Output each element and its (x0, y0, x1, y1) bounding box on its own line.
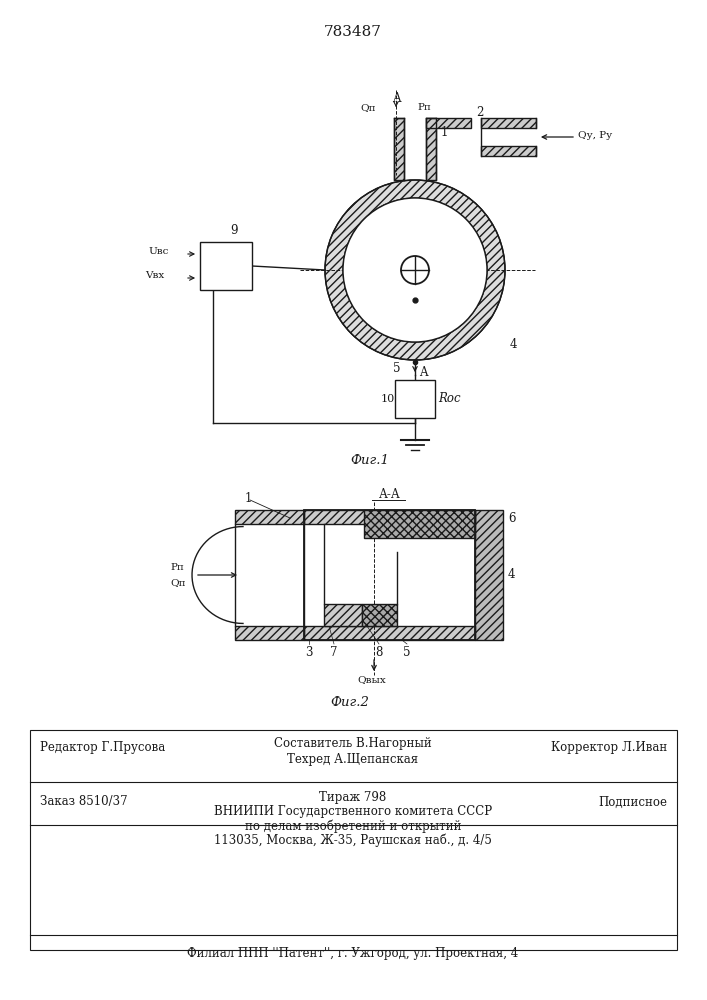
Circle shape (401, 256, 429, 284)
Text: 113035, Москва, Ж-35, Раушская наб., д. 4/5: 113035, Москва, Ж-35, Раушская наб., д. … (214, 833, 492, 847)
Text: 8: 8 (375, 646, 382, 658)
Text: 4: 4 (508, 568, 515, 582)
Bar (481, 146, 536, 156)
Bar (426, 118, 471, 128)
Text: Pп: Pп (417, 104, 431, 112)
Text: Qу, Pу: Qу, Pу (578, 130, 612, 139)
Bar (324, 604, 362, 626)
Bar (200, 242, 252, 290)
Text: Тираж 798: Тираж 798 (320, 790, 387, 804)
Text: Qвых: Qвых (358, 676, 386, 684)
Text: Составитель В.Нагорный: Составитель В.Нагорный (274, 736, 432, 750)
Text: 783487: 783487 (324, 25, 382, 39)
Text: Техред А.Щепанская: Техред А.Щепанская (288, 754, 419, 766)
Text: Qп: Qп (361, 104, 376, 112)
Text: 7: 7 (405, 308, 412, 322)
Text: 9: 9 (230, 224, 238, 236)
Text: Rос: Rос (438, 392, 461, 406)
Bar (362, 604, 397, 626)
Bar (235, 626, 304, 640)
Text: 4: 4 (510, 338, 518, 352)
Text: Редактор Г.Прусова: Редактор Г.Прусова (40, 742, 165, 754)
Text: 6: 6 (508, 512, 515, 524)
Bar (304, 510, 475, 524)
Bar (30, 730, 677, 950)
Text: Заказ 8510/37: Заказ 8510/37 (40, 796, 128, 808)
Bar (475, 510, 503, 640)
Text: 2: 2 (476, 106, 484, 119)
Text: >: > (218, 257, 233, 275)
Bar (394, 118, 404, 180)
Text: ВНИИПИ Государственного комитета СССР: ВНИИПИ Государственного комитета СССР (214, 806, 492, 818)
Text: Подписное: Подписное (598, 796, 667, 808)
Text: Фиг.2: Фиг.2 (331, 696, 370, 708)
Text: A: A (419, 365, 428, 378)
Text: A: A (392, 92, 400, 104)
Text: Фиг.1: Фиг.1 (351, 454, 390, 466)
Bar (235, 510, 304, 524)
Text: Pп: Pп (170, 562, 184, 572)
Text: 1: 1 (245, 491, 252, 504)
Text: Vвх: Vвх (145, 271, 164, 280)
Circle shape (343, 198, 487, 342)
Text: по делам изобретений и открытий: по делам изобретений и открытий (245, 819, 461, 833)
Bar (304, 510, 475, 640)
Text: Uвс: Uвс (148, 247, 168, 256)
Text: 5: 5 (393, 361, 400, 374)
Text: 3: 3 (305, 646, 312, 658)
Text: Qп: Qп (170, 578, 185, 587)
Wedge shape (325, 180, 505, 360)
Bar (304, 626, 475, 640)
Text: 7: 7 (330, 646, 338, 658)
Text: 1: 1 (441, 126, 448, 139)
Text: 5: 5 (403, 646, 411, 658)
Text: Корректор Л.Иван: Корректор Л.Иван (551, 742, 667, 754)
Text: 10: 10 (381, 394, 395, 404)
Bar (426, 118, 436, 180)
Text: 8: 8 (395, 278, 402, 292)
Bar (481, 118, 536, 128)
Bar (395, 380, 435, 418)
Text: А-А: А-А (379, 488, 401, 502)
Bar (364, 510, 475, 538)
Text: Филиал ППП ''Патент'', г. Ужгород, ул. Проектная, 4: Филиал ППП ''Патент'', г. Ужгород, ул. П… (187, 946, 519, 960)
